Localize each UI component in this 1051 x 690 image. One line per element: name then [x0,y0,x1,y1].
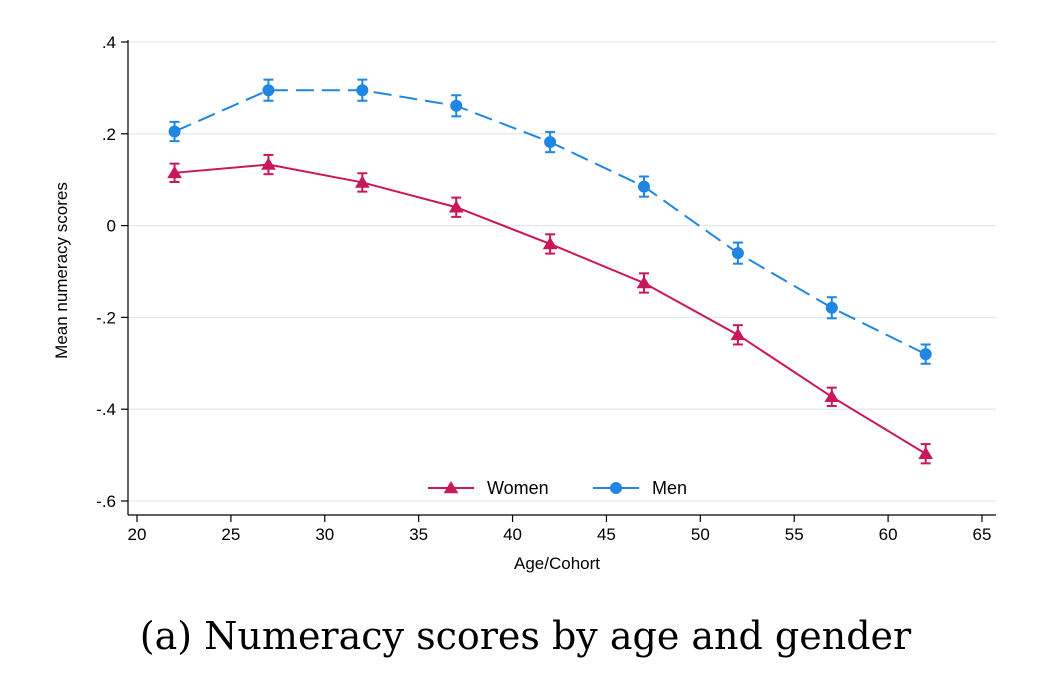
x-tick-label: 25 [221,525,240,544]
women-data-point [261,157,276,170]
x-axis-title: Age/Cohort [514,554,600,573]
x-tick-label: 45 [597,525,616,544]
women-data-point [636,275,652,289]
women-data-point [167,165,182,179]
x-tick-label: 55 [785,525,804,544]
y-axis-title: Mean numeracy scores [52,182,71,359]
men-data-point [450,99,463,112]
women-series-line [174,163,927,455]
women-data-point [824,389,840,403]
legend-men-label: Men [652,478,687,498]
y-tick-label: -.6 [96,492,116,511]
legend-women-label: Women [487,478,549,498]
women-data-point [448,200,464,213]
chart: -.6 -.4 -.2 0 .2 .4 20 25 30 35 40 45 50 55 60 65 Age/Co… [52,33,996,573]
y-tick-label: .2 [102,125,116,144]
men-data-point [544,136,557,149]
chart-svg: -.6 -.4 -.2 0 .2 .4 20 25 30 35 40 45 50 55 60 65 Age/Co… [52,33,996,573]
x-tick-label: 35 [409,525,428,544]
y-tick-label: -.2 [96,308,116,327]
women-data-point [542,236,558,250]
men-data-point [638,180,650,193]
women-data-point [354,175,370,188]
men-data-point [262,84,275,97]
figure-caption: (a) Numeracy scores by age and gender [139,614,912,658]
x-tick-label: 50 [691,525,710,544]
x-tick-label: 30 [315,525,334,544]
men-data-point [825,301,838,314]
legend-women-marker [443,481,459,494]
x-tick-label: 65 [973,525,992,544]
x-tick-label: 60 [879,525,898,544]
y-tick-label: .4 [102,33,116,52]
y-tick-label: -.4 [96,400,116,419]
women-data-point [730,327,746,341]
men-data-point [731,247,744,260]
x-tick-label: 20 [128,525,147,544]
men-data-point [168,125,181,138]
x-tick-label: 40 [503,525,522,544]
men-series-line [174,89,927,356]
legend-men-marker [610,482,622,494]
y-tick-label: 0 [107,217,116,236]
women-data-point [918,446,934,459]
men-data-point [356,84,369,97]
men-data-point [919,348,932,361]
